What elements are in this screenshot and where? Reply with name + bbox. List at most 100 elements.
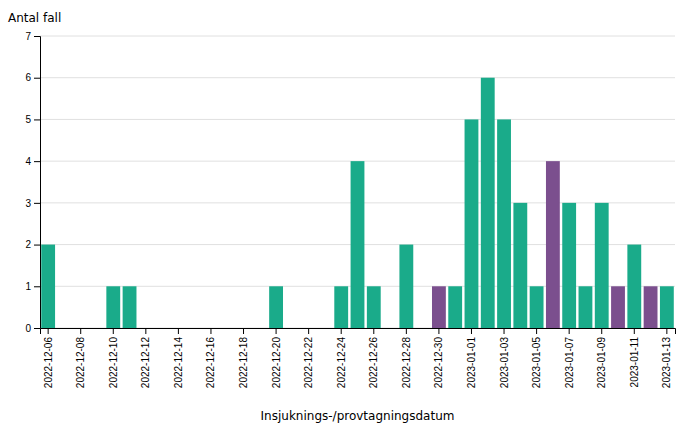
bar bbox=[416, 328, 430, 329]
x-tick-mark bbox=[308, 328, 309, 334]
x-tick: 2023-01-11 bbox=[629, 328, 640, 387]
y-tick-label: 1 bbox=[25, 281, 31, 292]
bar bbox=[595, 203, 609, 328]
x-tick: 2022-12-14 bbox=[173, 328, 184, 388]
bar bbox=[74, 328, 88, 329]
x-tick: 2023-01-05 bbox=[531, 328, 542, 388]
x-tick-label: 2023-01-11 bbox=[629, 337, 640, 388]
bar bbox=[399, 245, 413, 328]
x-tick-label: 2022-12-28 bbox=[401, 337, 412, 389]
x-tick-mark bbox=[536, 328, 537, 334]
x-tick-label: 2023-01-01 bbox=[466, 337, 477, 389]
x-tick-label: 2022-12-26 bbox=[368, 337, 379, 389]
bar bbox=[41, 245, 55, 328]
x-tick: 2022-12-28 bbox=[401, 328, 412, 388]
y-tick: 2 bbox=[25, 239, 40, 250]
x-tick: 2023-01-07 bbox=[564, 328, 575, 388]
chart: 2022-12-06 2022-12-08 2022-12-10 2022-12-12… bbox=[0, 0, 691, 428]
grid-line bbox=[40, 77, 675, 78]
x-tick-label: 2022-12-18 bbox=[238, 337, 249, 389]
y-tick-mark bbox=[34, 286, 40, 287]
x-tick-label: 2022-12-08 bbox=[75, 337, 86, 389]
y-tick-label: 7 bbox=[25, 31, 31, 42]
x-tick-mark bbox=[373, 328, 374, 334]
x-tick-label: 2023-01-05 bbox=[531, 337, 542, 389]
bar bbox=[90, 328, 104, 329]
x-tick-mark bbox=[341, 328, 342, 334]
x-axis: 2022-12-06 2022-12-08 2022-12-10 2022-12-12… bbox=[41, 328, 676, 388]
x-tick: 2023-01-01 bbox=[466, 328, 477, 388]
y-tick-mark bbox=[34, 203, 40, 204]
y-tick-mark bbox=[34, 161, 40, 162]
bar bbox=[546, 161, 560, 328]
bar bbox=[465, 119, 479, 328]
x-axis-line bbox=[41, 329, 676, 335]
y-axis-title: Antal fall bbox=[8, 11, 61, 25]
x-tick-mark bbox=[504, 328, 505, 334]
x-tick: 2022-12-26 bbox=[368, 328, 379, 388]
grid-line bbox=[40, 36, 675, 37]
y-tick: 4 bbox=[25, 156, 40, 167]
y-tick-label: 4 bbox=[25, 156, 31, 167]
x-tick-label: 2023-01-07 bbox=[564, 337, 575, 389]
bar bbox=[383, 328, 397, 329]
x-tick-mark bbox=[113, 328, 114, 334]
bar bbox=[253, 328, 267, 329]
x-tick: 2022-12-22 bbox=[303, 328, 314, 388]
x-tick: 2023-01-13 bbox=[661, 328, 672, 388]
bars bbox=[41, 78, 674, 328]
x-tick-label: 2023-01-13 bbox=[661, 337, 672, 389]
bar bbox=[432, 286, 446, 328]
bar bbox=[351, 161, 365, 328]
y-tick: 1 bbox=[25, 281, 40, 292]
x-tick: 2022-12-12 bbox=[140, 328, 151, 388]
x-tick: 2023-01-03 bbox=[499, 328, 510, 388]
y-axis-line bbox=[34, 37, 41, 329]
x-tick-mark bbox=[243, 328, 244, 334]
x-tick-label: 2022-12-10 bbox=[108, 337, 119, 389]
bar bbox=[58, 328, 72, 329]
x-tick-label: 2023-01-09 bbox=[596, 337, 607, 389]
y-tick-mark bbox=[34, 78, 40, 79]
x-tick-mark bbox=[438, 328, 439, 334]
x-tick-label: 2022-12-06 bbox=[43, 337, 54, 389]
grid bbox=[40, 36, 675, 328]
x-tick-mark bbox=[634, 328, 635, 334]
plot: 2022-12-06 2022-12-08 2022-12-10 2022-12-12… bbox=[25, 31, 675, 388]
bar bbox=[220, 328, 234, 329]
bar bbox=[644, 286, 658, 328]
bar bbox=[269, 286, 283, 328]
bar bbox=[481, 78, 495, 328]
bar bbox=[123, 286, 137, 328]
x-tick-label: 2022-12-22 bbox=[303, 337, 314, 389]
x-tick-label: 2022-12-20 bbox=[271, 337, 282, 389]
x-tick-mark bbox=[178, 328, 179, 334]
bar bbox=[530, 286, 544, 328]
x-tick: 2022-12-10 bbox=[108, 328, 119, 388]
x-tick-mark bbox=[276, 328, 277, 334]
bar bbox=[513, 203, 527, 328]
bar bbox=[204, 328, 218, 329]
bar bbox=[334, 286, 348, 328]
x-tick: 2022-12-16 bbox=[205, 328, 216, 388]
bar bbox=[139, 328, 153, 329]
grid-line bbox=[40, 119, 675, 120]
bar bbox=[611, 286, 625, 328]
x-tick-mark bbox=[48, 328, 49, 334]
bar bbox=[188, 328, 202, 329]
y-tick-label: 6 bbox=[25, 72, 31, 83]
x-tick-mark bbox=[210, 328, 211, 334]
x-tick-label: 2023-01-03 bbox=[499, 337, 510, 389]
bar bbox=[285, 328, 299, 329]
x-tick-mark bbox=[406, 328, 407, 334]
y-tick: 0 bbox=[25, 323, 40, 334]
bar bbox=[367, 286, 381, 328]
y-tick-label: 0 bbox=[25, 323, 31, 334]
y-tick-label: 5 bbox=[25, 114, 31, 125]
y-tick-mark bbox=[34, 119, 40, 120]
y-tick-label: 3 bbox=[25, 198, 31, 209]
bar bbox=[562, 203, 576, 328]
bar bbox=[106, 286, 120, 328]
y-tick-mark bbox=[34, 36, 40, 37]
x-axis-title: Insjuknings-/provtagningsdatum bbox=[261, 409, 455, 423]
